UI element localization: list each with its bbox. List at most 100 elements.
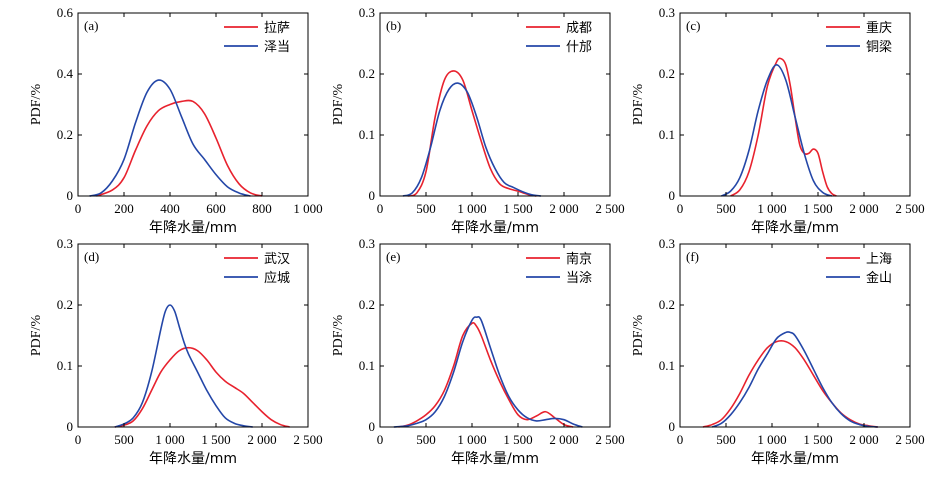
y-tick-label: 0.2 xyxy=(57,297,73,312)
panel-label: (e) xyxy=(386,249,400,264)
x-tick-label: 2 500 xyxy=(293,432,322,447)
y-tick-label: 0.3 xyxy=(659,236,675,251)
axes-frame xyxy=(379,243,611,428)
y-tick-label: 0.3 xyxy=(659,5,675,20)
legend-label-2: 当涂 xyxy=(566,270,592,286)
y-tick-label: 0.1 xyxy=(359,358,375,373)
y-tick-label: 0 xyxy=(669,419,676,434)
legend-label-1: 拉萨 xyxy=(264,21,290,36)
series-line-1 xyxy=(730,57,837,197)
y-tick-label: 0.4 xyxy=(57,66,74,81)
axes-frame xyxy=(77,243,309,428)
x-tick-label: 2 000 xyxy=(549,432,578,447)
y-axis-label: PDF/% xyxy=(29,84,44,126)
series-line-1 xyxy=(407,70,537,197)
panel-d: 0 500 1 000 1 500 2 000 2 500 0 0.1 0.2 0.3 年降水量/m… xyxy=(29,236,323,467)
x-tick-label: 500 xyxy=(416,201,436,216)
panel-b: 0 500 1 000 1 500 2 000 2 500 0 0.1 0.2 0.3 年降水量/m… xyxy=(331,5,625,236)
panel-label: (b) xyxy=(386,18,401,33)
y-axis-label: PDF/% xyxy=(631,84,646,126)
x-tick-label: 500 xyxy=(716,201,736,216)
x-tick-label: 1 500 xyxy=(503,432,532,447)
y-tick-label: 0 xyxy=(669,188,676,203)
x-axis-label: 年降水量/mm xyxy=(751,451,839,467)
panel-c: 0 500 1 000 1 500 2 000 2 500 0 0.1 0.2 0.3 年降水量/m… xyxy=(631,5,925,236)
x-tick-label: 400 xyxy=(160,201,180,216)
x-tick-label: 1 500 xyxy=(803,432,832,447)
y-tick-label: 0 xyxy=(369,419,376,434)
x-tick-label: 2 000 xyxy=(549,201,578,216)
x-tick-label: 1 500 xyxy=(201,432,230,447)
series-line-2 xyxy=(711,331,878,428)
x-tick-label: 1 000 xyxy=(757,432,786,447)
panel-e: 0 500 1 000 1 500 2 000 2 500 0 0.1 0.2 0.3 年降水量/m… xyxy=(331,236,625,467)
legend-label-1: 上海 xyxy=(866,252,892,267)
y-tick-label: 0 xyxy=(67,188,74,203)
legend-label-2: 铜梁 xyxy=(866,40,892,55)
x-tick-label: 500 xyxy=(716,432,736,447)
x-axis-label: 年降水量/mm xyxy=(149,220,237,236)
legend-label-1: 重庆 xyxy=(866,20,892,36)
x-tick-label: 600 xyxy=(206,201,226,216)
x-axis-label: 年降水量/mm xyxy=(149,451,237,467)
y-tick-label: 0.2 xyxy=(659,66,675,81)
series-line-2 xyxy=(393,316,583,428)
x-axis-label: 年降水量/mm xyxy=(451,451,539,467)
y-tick-label: 0 xyxy=(369,188,376,203)
x-axis-label: 年降水量/mm xyxy=(451,220,539,236)
legend-label-2: 什邡 xyxy=(566,39,592,55)
legend-label-2: 应城 xyxy=(264,270,290,286)
y-axis-label: PDF/% xyxy=(631,315,646,357)
y-tick-label: 0.2 xyxy=(359,297,375,312)
x-tick-label: 0 xyxy=(677,201,684,216)
legend-label-1: 武汉 xyxy=(264,252,290,267)
x-tick-label: 1 000 xyxy=(293,201,322,216)
series-line-1 xyxy=(114,346,290,428)
y-tick-label: 0.2 xyxy=(359,66,375,81)
x-tick-label: 2 500 xyxy=(895,432,924,447)
panel-a: 0 200 400 600 800 1 000 0 0.2 0.4 0.6 年降水量/mm PDF/%… xyxy=(29,5,323,236)
x-tick-label: 0 xyxy=(75,432,82,447)
series-line-1 xyxy=(96,99,263,197)
panel-label: (f) xyxy=(686,249,699,264)
x-tick-label: 0 xyxy=(377,201,384,216)
x-tick-label: 500 xyxy=(416,432,436,447)
x-tick-label: 1 500 xyxy=(803,201,832,216)
y-tick-label: 0.1 xyxy=(659,358,675,373)
panel-f: 0 500 1 000 1 500 2 000 2 500 0 0.1 0.2 0.3 年降水量/m… xyxy=(631,236,925,467)
x-tick-label: 1 000 xyxy=(155,432,184,447)
x-tick-label: 800 xyxy=(252,201,272,216)
panel-label: (d) xyxy=(84,249,99,264)
y-axis-label: PDF/% xyxy=(331,84,346,126)
y-tick-label: 0.1 xyxy=(359,127,375,142)
x-tick-label: 1 500 xyxy=(503,201,532,216)
series-line-2 xyxy=(89,79,251,197)
x-tick-label: 2 000 xyxy=(849,432,878,447)
x-tick-label: 2 500 xyxy=(595,201,624,216)
y-tick-label: 0.1 xyxy=(659,127,675,142)
series-line-2 xyxy=(402,82,542,197)
legend-label-1: 成都 xyxy=(566,21,592,36)
x-tick-label: 1 000 xyxy=(757,201,786,216)
y-tick-label: 0.3 xyxy=(359,236,375,251)
y-tick-label: 0.3 xyxy=(359,5,375,20)
x-tick-label: 0 xyxy=(677,432,684,447)
panel-label: (c) xyxy=(686,18,700,33)
y-axis-label: PDF/% xyxy=(331,315,346,357)
x-tick-label: 0 xyxy=(75,201,82,216)
x-axis-label: 年降水量/mm xyxy=(751,220,839,236)
x-tick-label: 1 000 xyxy=(457,201,486,216)
y-tick-label: 0.3 xyxy=(57,236,73,251)
legend-label-2: 泽当 xyxy=(264,40,290,55)
y-tick-label: 0 xyxy=(67,419,74,434)
legend-label-2: 金山 xyxy=(866,270,892,286)
x-tick-label: 2 000 xyxy=(849,201,878,216)
legend-label-1: 南京 xyxy=(566,251,592,267)
series-line-2 xyxy=(721,64,833,197)
axes-frame xyxy=(77,12,309,197)
x-tick-label: 2 500 xyxy=(595,432,624,447)
x-tick-label: 2 500 xyxy=(895,201,924,216)
axes-frame xyxy=(679,243,911,428)
